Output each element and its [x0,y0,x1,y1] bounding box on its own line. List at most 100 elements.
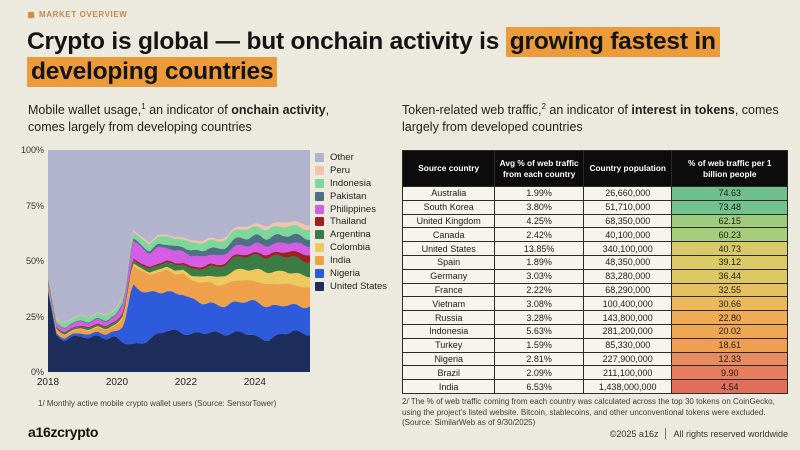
cell-traffic-pct: 1.59% [494,337,584,353]
eyebrow: MARKET OVERVIEW [28,10,127,19]
cell-population: 227,900,000 [582,351,673,367]
cell-population: 48,350,000 [582,254,673,270]
table-row: Brazil 2.09% 211,100,000 9.90 [401,365,788,381]
copyright: ©2025 a16z All rights reserved worldwide [610,428,788,439]
legend-item-nigeria: Nigeria [315,267,405,280]
legend-item-argentina: Argentina [315,228,405,241]
legend-item-colombia: Colombia [315,241,405,254]
left-subtitle-post: , comes largely from developing countrie… [28,103,330,135]
cell-traffic-pct: 3.80% [494,199,584,215]
y-tick-label: 50% [25,256,44,266]
cell-score: 12.33 [671,351,788,367]
table-row: South Korea 3.80% 51,710,000 73.48 [401,199,788,215]
area-india [48,265,310,339]
copyright-divider [665,428,667,439]
y-tick-label: 0% [30,367,44,377]
cell-traffic-pct: 3.03% [494,268,584,284]
legend-label: United States [330,280,388,292]
right-subtitle-mid: an indicator of [545,103,632,118]
legend-item-peru: Peru [315,164,405,177]
title-prefix: Crypto is global — but onchain activity … [27,28,506,55]
chart-y-axis: 100% 75% 50% 25% 0% [0,145,44,377]
table-row: Germany 3.03% 83,280,000 36.44 [401,268,788,284]
legend-label: Argentina [330,229,371,241]
wallet-usage-chart [48,150,310,372]
legend-label: Thailand [330,216,367,228]
legend-label: Nigeria [330,267,361,279]
right-subtitle: Token-related web traffic,2 an indicator… [402,101,782,137]
cell-score: 20.02 [671,323,788,339]
cell-traffic-pct: 3.28% [494,310,584,325]
table-row: Russia 3.28% 143,800,000 22.80 [401,310,788,325]
cell-population: 281,200,000 [582,323,673,339]
cell-population: 68,290,000 [582,282,673,298]
page-title: Crypto is global — but onchain activity … [27,27,779,88]
cell-population: 211,100,000 [582,365,673,381]
square-bullet-icon [28,11,34,18]
table-row: Nigeria 2.81% 227,900,000 12.33 [401,351,788,367]
x-tick-label: 2022 [174,377,198,388]
cell-population: 1,438,000,000 [582,379,673,394]
area-argentina [48,254,310,335]
legend-item-indonesia: Indonesia [315,177,405,190]
cell-score: 18.61 [671,337,788,353]
cell-score: 60.23 [671,227,788,243]
legend-label: Pakistan [330,190,367,202]
cell-traffic-pct: 2.22% [494,282,584,298]
legend-label: India [330,255,351,267]
cell-traffic-pct: 6.53% [494,379,584,394]
area-philippines [48,240,310,333]
cell-population: 26,660,000 [582,186,673,201]
web-traffic-table: Source country Avg % of web traffic from … [401,150,788,394]
table-footnote: 2/ The % of web traffic coming from each… [402,397,775,428]
table-row: Spain 1.89% 48,350,000 39.12 [401,254,788,270]
x-tick-label: 2024 [243,377,266,388]
cell-country: South Korea [401,199,496,215]
right-subtitle-text: Token-related web traffic, [402,103,542,118]
legend-swatch-icon [315,268,324,278]
area-nigeria [48,284,310,345]
legend-label: Other [330,151,354,163]
table-row: France 2.22% 68,290,000 32.55 [401,282,788,298]
cell-score: 22.80 [671,310,788,325]
table-body: Australia 1.99% 26,660,000 74.63 South Korea… [401,186,788,394]
legend-swatch-icon [315,152,324,162]
left-subtitle-bold: onchain activity [231,103,326,118]
table-header-cell: Country population [582,150,673,187]
cell-country: Indonesia [401,323,496,339]
chart-footnote: 1/ Monthly active mobile crypto wallet u… [38,399,277,408]
y-tick-label: 75% [25,200,44,211]
cell-population: 68,350,000 [582,213,673,229]
table-row: Vietnam 3.08% 100,400,000 30.66 [401,296,788,312]
y-tick-label: 100% [20,145,44,155]
cell-country: India [401,379,496,394]
legend-swatch-icon [315,204,324,214]
cell-population: 51,710,000 [582,199,673,215]
footnote-ref-1: 1 [141,102,146,111]
area-united-states [48,292,310,372]
legend-swatch-icon [315,191,324,201]
cell-score: 62.15 [671,213,788,229]
cell-country: Australia [401,186,496,201]
cell-traffic-pct: 1.99% [494,186,584,201]
legend-item-pakistan: Pakistan [315,190,405,203]
left-subtitle-mid: an indicator of [145,103,232,118]
cell-score: 39.12 [671,254,788,270]
table-header-cell: Source country [401,150,496,187]
table-header-cell: Avg % of web traffic from each country [494,150,584,187]
cell-country: France [401,282,496,298]
table-row: India 6.53% 1,438,000,000 4.54 [401,379,788,394]
cell-country: Germany [401,268,496,284]
cell-country: Turkey [401,337,496,353]
cell-country: Brazil [401,365,496,381]
chart-x-axis: 2018 2020 2022 2024 [37,377,310,391]
cell-population: 83,280,000 [582,268,673,284]
x-tick-label: 2020 [105,377,129,388]
rights-text: All rights reserved worldwide [673,428,788,439]
copyright-text: ©2025 a16z [609,428,659,439]
table-row: Australia 1.99% 26,660,000 74.63 [401,186,788,201]
eyebrow-label: MARKET OVERVIEW [39,10,128,19]
cell-country: Vietnam [401,296,496,312]
cell-traffic-pct: 2.42% [494,227,584,243]
cell-country: Spain [401,254,496,270]
